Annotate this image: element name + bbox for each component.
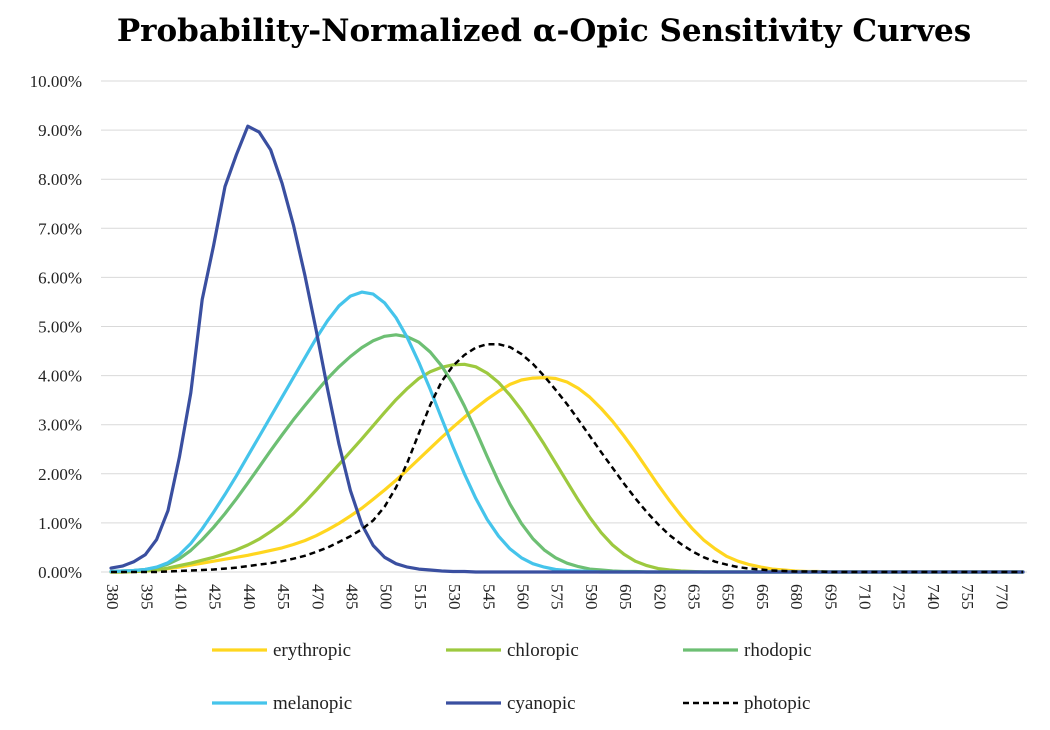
legend-label-rhodopic: rhodopic — [744, 640, 812, 661]
y-tick-label: 8.00% — [38, 170, 82, 189]
series-line-melanopic — [109, 290, 1025, 574]
legend-label-erythropic: erythropic — [273, 640, 351, 661]
x-tick-label: 530 — [445, 584, 464, 610]
x-tick-label: 410 — [171, 584, 190, 610]
x-tick-label: 575 — [548, 584, 567, 610]
gridlines — [101, 80, 1027, 573]
x-tick-label: 740 — [924, 584, 943, 610]
x-tick-label: 605 — [616, 584, 635, 610]
x-tick-label: 650 — [719, 584, 738, 610]
legend: erythropic chloropic rhodopic melanopic cyan… — [212, 640, 812, 714]
x-tick-label: 500 — [377, 584, 396, 610]
y-tick-label: 4.00% — [38, 367, 82, 386]
x-tick-label: 695 — [821, 584, 840, 610]
x-tick-label: 395 — [137, 584, 156, 610]
x-tick-label: 620 — [650, 584, 669, 610]
x-tick-label: 665 — [753, 584, 772, 610]
x-tick-label: 380 — [103, 584, 122, 610]
y-tick-label: 1.00% — [38, 514, 82, 533]
x-tick-label: 425 — [206, 584, 225, 610]
x-tick-label: 590 — [582, 584, 601, 610]
x-tick-label: 635 — [684, 584, 703, 610]
x-tick-label: 485 — [342, 584, 361, 610]
series-line-cyanopic — [109, 124, 1025, 574]
chart-title: Probability-Normalized α-Opic Sensitivit… — [117, 13, 971, 49]
x-tick-label: 710 — [855, 584, 874, 610]
series-line-chloropic — [109, 362, 1025, 574]
series-line-photopic — [111, 342, 1023, 574]
x-tick-label: 680 — [787, 584, 806, 610]
x-tick-label: 545 — [479, 584, 498, 610]
x-tick-label: 515 — [411, 584, 430, 610]
legend-label-chloropic: chloropic — [507, 640, 579, 661]
y-tick-label: 2.00% — [38, 465, 82, 484]
x-tick-label: 560 — [513, 584, 532, 610]
y-tick-label: 6.00% — [38, 268, 82, 287]
y-tick-label: 7.00% — [38, 219, 82, 238]
x-tick-label: 770 — [992, 584, 1011, 609]
series-lines — [109, 124, 1025, 574]
x-tick-label: 755 — [958, 584, 977, 610]
x-tick-label: 440 — [240, 584, 259, 610]
x-axis-ticks: 380 395 410 425 440 455 470 485 500 515 530 545 560 5… — [103, 584, 1011, 610]
legend-label-cyanopic: cyanopic — [507, 693, 576, 714]
y-tick-label: 0.00% — [38, 563, 82, 582]
x-tick-label: 725 — [890, 584, 909, 610]
y-tick-label: 5.00% — [38, 318, 82, 337]
y-tick-label: 9.00% — [38, 121, 82, 140]
y-axis-ticks: 0.00% 1.00% 2.00% 3.00% 4.00% 5.00% 6.00% 7.00%… — [30, 72, 82, 582]
x-tick-label: 470 — [308, 584, 327, 610]
y-tick-label: 10.00% — [30, 72, 82, 91]
x-tick-label: 455 — [274, 584, 293, 610]
series-line-erythropic — [109, 376, 1025, 574]
y-tick-label: 3.00% — [38, 416, 82, 435]
legend-label-melanopic: melanopic — [273, 693, 352, 714]
legend-label-photopic: photopic — [744, 693, 811, 714]
